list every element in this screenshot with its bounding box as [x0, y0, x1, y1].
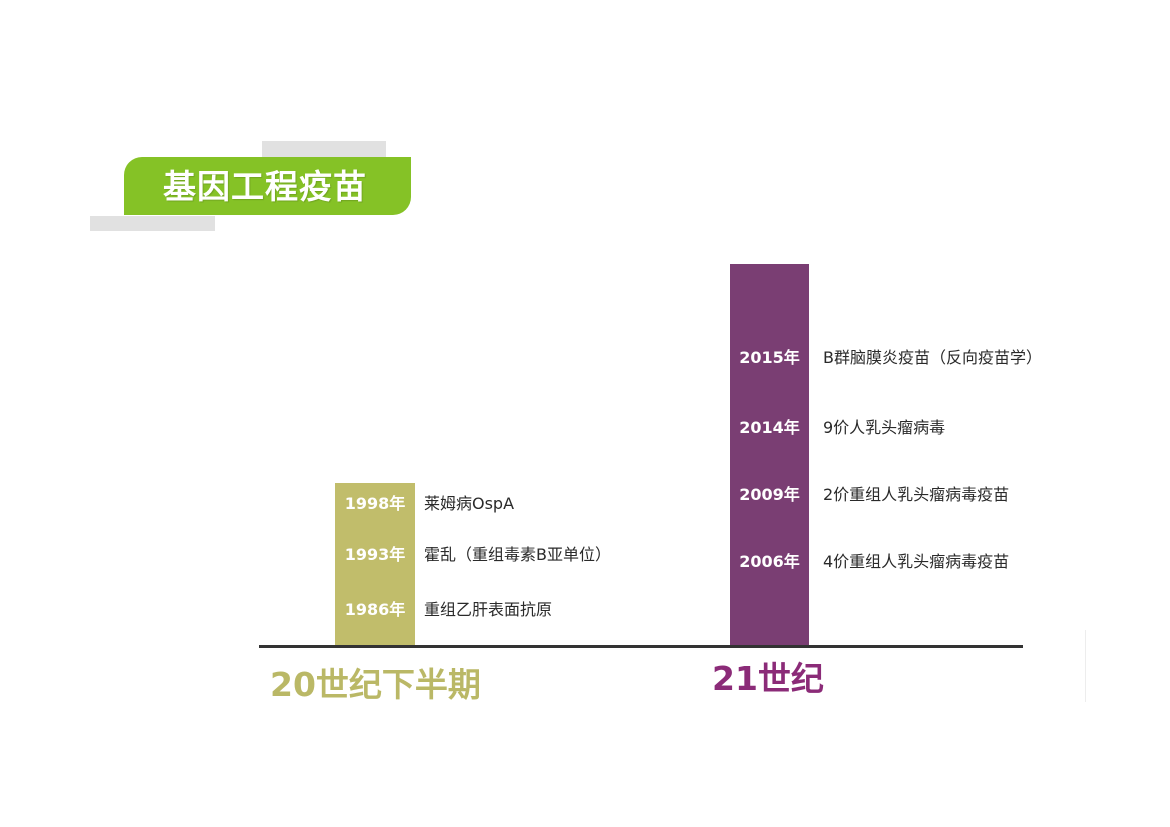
event-text-1993: 霍乱（重组毒素B亚单位） [424, 545, 611, 564]
decor-edge-line [1085, 630, 1086, 702]
event-year-1998: 1998年 [344, 494, 406, 513]
era-21-bar [730, 264, 809, 646]
decor-grey-bar-bottom [90, 216, 215, 231]
event-text-2006: 4价重组人乳头瘤病毒疫苗 [823, 552, 1010, 571]
event-year-1986: 1986年 [344, 600, 406, 619]
decor-grey-bar-top [262, 141, 386, 157]
page-title: 基因工程疫苗 [163, 167, 367, 206]
event-text-2015: B群脑膜炎疫苗（反向疫苗学） [823, 348, 1042, 367]
era-20-label: 20世纪下半期 [270, 665, 481, 704]
event-year-2014: 2014年 [739, 418, 800, 437]
event-text-2014: 9价人乳头瘤病毒 [823, 418, 946, 437]
event-year-1993: 1993年 [344, 545, 406, 564]
era-20-bar [335, 483, 415, 646]
event-text-1986: 重组乙肝表面抗原 [424, 600, 553, 619]
event-year-2009: 2009年 [739, 485, 800, 504]
event-text-2009: 2价重组人乳头瘤病毒疫苗 [823, 485, 1010, 504]
event-year-2015: 2015年 [739, 348, 800, 367]
event-text-1998: 莱姆病OspA [424, 494, 515, 513]
title-banner [124, 157, 411, 215]
timeline-baseline [259, 645, 1023, 648]
era-21-label: 21世纪 [712, 659, 824, 698]
event-year-2006: 2006年 [739, 552, 800, 571]
